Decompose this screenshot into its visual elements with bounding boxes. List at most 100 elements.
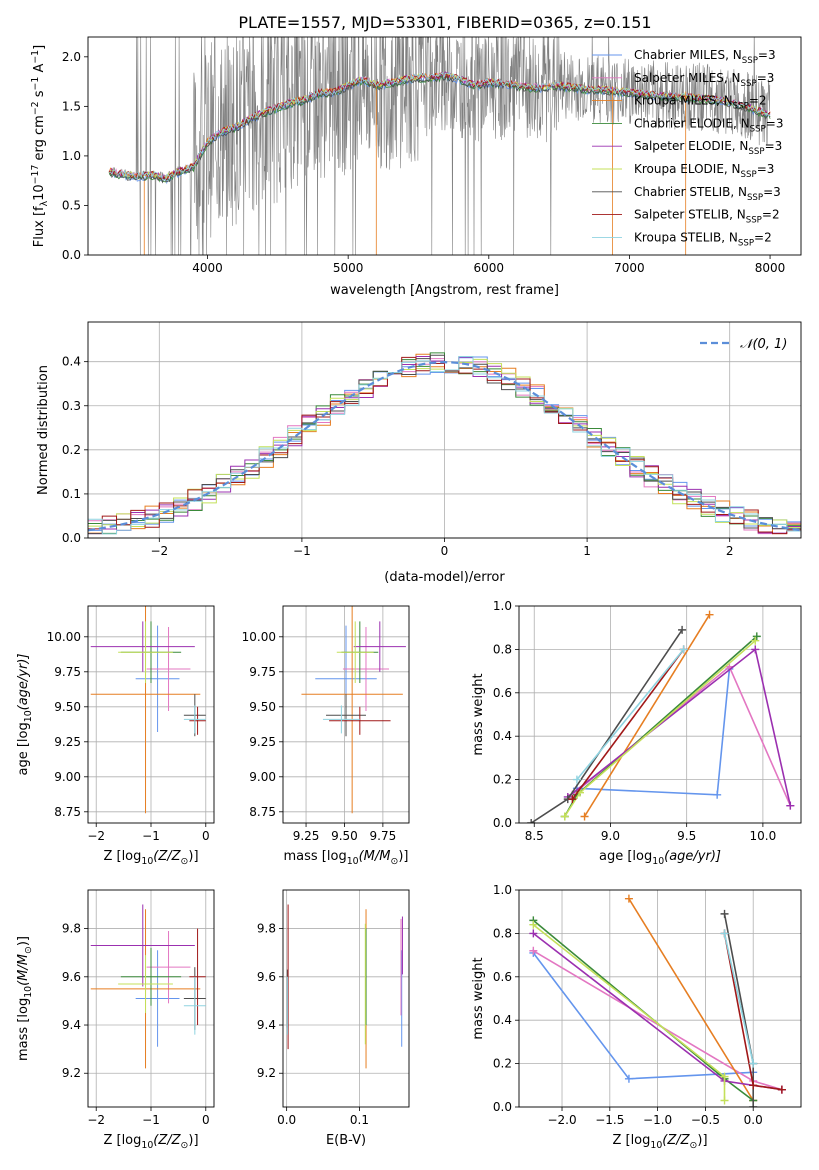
spectrum-plot-area xyxy=(108,37,771,255)
mass-weight-line-chabrier_stelib xyxy=(530,629,683,823)
mass-weight-line-kroupa_stelib xyxy=(723,933,754,1064)
legend-label-normal: 𝒩(0, 1) xyxy=(740,337,787,352)
y-tick-label: 9.6 xyxy=(257,970,276,984)
mass-weight-marker-salpeter_miles xyxy=(529,946,538,955)
mass-weight-marker-salpeter_stelib xyxy=(568,795,577,804)
y-tick-label: 0.4 xyxy=(62,355,81,369)
x-tick-label: −2.0 xyxy=(547,1113,576,1127)
y-tick-label: 0.6 xyxy=(493,686,512,700)
x-tick-label: 4000 xyxy=(192,261,223,275)
spectrum-panel: 4000 5000 6000 7000 8000 0.0 0.5 1.0 1.5 2.0 Chabr… xyxy=(30,36,802,298)
y-tick-label: 8.75 xyxy=(54,805,81,819)
x-tick-label: 10.0 xyxy=(750,829,777,843)
mass-weight-plot-area xyxy=(527,610,795,823)
mass-vs-extinction-panel: 0.0 0.1 9.2 9.4 9.6 9.8 E(B-V) xyxy=(257,889,410,1148)
legend-label-salpeter_stelib: Salpeter STELIB, NSSP=2 xyxy=(634,208,780,226)
legend-label-chabrier_miles: Chabrier MILES, NSSP=3 xyxy=(634,48,776,66)
x-tick-label: 8.5 xyxy=(525,829,544,843)
x-tick-label: 9.5 xyxy=(677,829,696,843)
y-tick-label: 9.2 xyxy=(257,1066,276,1080)
age-vs-metallicity-panel: −2 −1 0 8.75 9.00 9.25 9.50 9.75 10.00 Z [log10(Z… xyxy=(16,605,215,867)
y-tick-label: 9.75 xyxy=(249,665,276,679)
y-tick-label: 9.25 xyxy=(249,735,276,749)
mass-weight-marker-chabrier_stelib xyxy=(720,909,729,918)
y-tick-label: 0.4 xyxy=(493,1013,512,1027)
y-tick-label: 1.0 xyxy=(493,599,512,613)
mass-weight-marker-chabrier_miles xyxy=(624,1074,633,1083)
y-tick-label: 1.0 xyxy=(62,149,81,163)
mass-weight-marker-chabrier_stelib xyxy=(527,819,536,823)
x-tick-label: 9.0 xyxy=(601,829,620,843)
mass-weight-marker-kroupa_stelib xyxy=(572,775,581,784)
x-tick-label: 0.0 xyxy=(277,1113,296,1127)
x-tick-label: −0.5 xyxy=(691,1113,720,1127)
x-tick-label: −2 xyxy=(150,544,168,558)
residuals-panel: −2 −1 0 1 2 0.0 0.1 0.2 0.3 0.4 𝒩(0, 1) (data-model… xyxy=(36,321,802,585)
x-tick-label: 2 xyxy=(726,544,734,558)
mass-weight-marker-kroupa_stelib xyxy=(679,645,688,654)
x-tick-label: −1 xyxy=(142,1113,160,1127)
y-tick-label: 9.8 xyxy=(257,922,276,936)
x-axis-label: mass [log10(M/M⊙)] xyxy=(284,849,409,867)
y-tick-label: 9.6 xyxy=(62,970,81,984)
mass-weight-line-kroupa_miles xyxy=(583,614,711,817)
y-axis-label: Flux [fλ10−17 erg cm−2 s−1 A−1] xyxy=(30,45,50,247)
y-tick-label: 9.00 xyxy=(54,770,81,784)
mass-weight-marker-kroupa_miles xyxy=(580,812,589,821)
y-tick-label: 9.75 xyxy=(54,665,81,679)
x-tick-label: −2 xyxy=(87,829,105,843)
mass-weight-marker-kroupa_elodie xyxy=(720,1096,729,1105)
legend-label-chabrier_stelib: Chabrier STELIB, NSSP=3 xyxy=(634,185,781,203)
y-tick-label: 1.0 xyxy=(493,883,512,897)
x-axis-label: Z [log10(Z/Z⊙)] xyxy=(103,849,198,867)
y-tick-label: 2.0 xyxy=(62,50,81,64)
mass-weight-marker-kroupa_elodie xyxy=(751,636,760,645)
mass-weight-marker-chabrier_elodie xyxy=(752,632,761,641)
y-tick-label: 9.25 xyxy=(54,735,81,749)
x-tick-label: −2 xyxy=(87,1113,105,1127)
axes-frame xyxy=(282,605,410,824)
x-tick-label: 0.1 xyxy=(350,1113,369,1127)
axes-frame xyxy=(518,889,802,1108)
y-tick-label: 9.2 xyxy=(62,1066,81,1080)
y-tick-label: 9.50 xyxy=(54,700,81,714)
legend-label-chabrier_elodie: Chabrier ELODIE, NSSP=3 xyxy=(634,116,783,134)
errorbar-plot-area xyxy=(90,606,206,814)
y-tick-label: 9.4 xyxy=(62,1018,81,1032)
mass-weight-marker-salpeter_stelib xyxy=(777,1085,786,1094)
x-axis-label: age [log10(age/yr)] xyxy=(599,849,721,867)
normal-curve xyxy=(88,360,801,532)
legend-label-salpeter_elodie: Salpeter ELODIE, NSSP=3 xyxy=(634,139,782,157)
residuals-plot-area xyxy=(88,352,801,535)
x-tick-label: 9.25 xyxy=(293,829,320,843)
y-axis-label: mass weight xyxy=(471,673,486,755)
x-tick-label: −1.0 xyxy=(643,1113,672,1127)
x-axis-label: Z [log10(Z/Z⊙)] xyxy=(103,1133,198,1151)
y-tick-label: 0.4 xyxy=(493,729,512,743)
model-spectrum-salpeter_elodie xyxy=(108,71,771,182)
mass-weight-marker-chabrier_stelib xyxy=(749,1103,758,1107)
y-tick-label: 0.0 xyxy=(62,248,81,262)
mass-weight-marker-chabrier_stelib xyxy=(678,625,687,634)
x-axis-label: E(B-V) xyxy=(326,1133,366,1148)
x-tick-label: 7000 xyxy=(614,261,645,275)
y-tick-label: 0.5 xyxy=(62,198,81,212)
y-tick-label: 0.2 xyxy=(62,443,81,457)
mass-weight-line-kroupa_stelib xyxy=(576,648,685,781)
mass-weight-marker-salpeter_elodie xyxy=(529,929,538,938)
mass-vs-metallicity-panel: −2 −1 0 9.2 9.4 9.6 9.8 Z [log10(Z/Z⊙)] mass [lo… xyxy=(16,889,215,1151)
y-axis-label: mass [log10(M/M⊙)] xyxy=(16,936,34,1061)
mass-weight-marker-salpeter_elodie xyxy=(751,645,760,654)
axes-frame xyxy=(87,321,802,539)
y-tick-label: 0.1 xyxy=(62,487,81,501)
x-tick-label: −1.5 xyxy=(595,1113,624,1127)
y-tick-label: 10.00 xyxy=(47,630,81,644)
x-axis-label: Z [log10(Z/Z⊙)] xyxy=(612,1133,707,1151)
errorbar-plot-area xyxy=(286,904,403,1069)
y-tick-label: 9.8 xyxy=(62,922,81,936)
axes-frame xyxy=(282,889,410,1108)
x-tick-label: 0.0 xyxy=(744,1113,763,1127)
legend-label-kroupa_elodie: Kroupa ELODIE, NSSP=3 xyxy=(634,162,774,180)
x-tick-label: −1 xyxy=(293,544,311,558)
